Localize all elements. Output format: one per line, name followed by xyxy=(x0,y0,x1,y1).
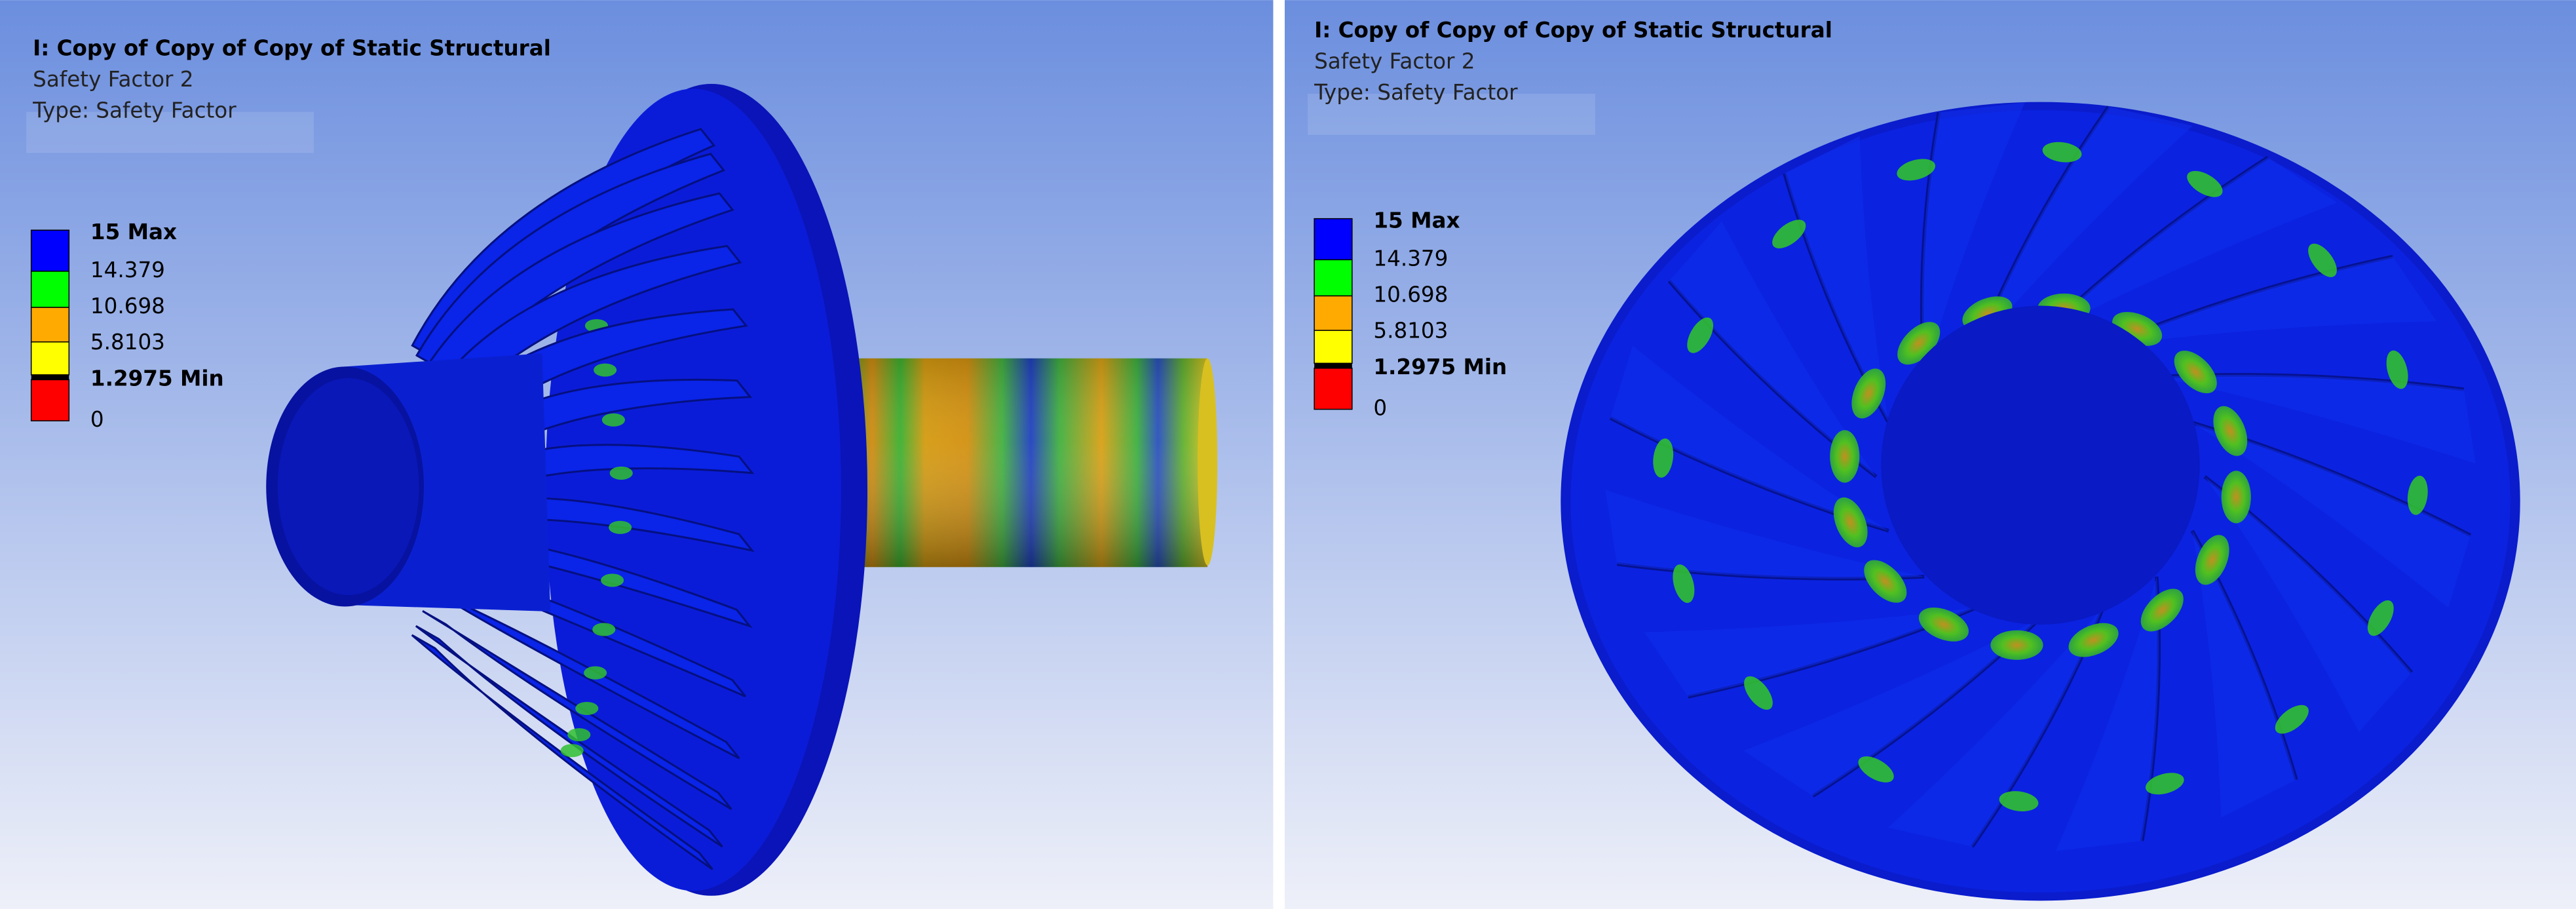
hub xyxy=(1881,305,2200,625)
legend-label: 0 xyxy=(90,407,104,432)
legend-label: 1.2975 Min xyxy=(1373,355,1507,379)
stress-spot xyxy=(1673,564,1695,603)
stress-spot xyxy=(1653,438,1674,478)
blade-face xyxy=(2205,476,2412,732)
stress-spot xyxy=(1897,322,1941,365)
blade-face xyxy=(1644,607,1978,697)
title-backdrop xyxy=(26,111,314,153)
blade-face xyxy=(1785,136,1889,423)
legend-label: 10.698 xyxy=(1373,282,1448,307)
legend-label: 5.8103 xyxy=(90,330,165,355)
stress-spot xyxy=(1687,317,1714,353)
blade-face xyxy=(2192,422,2471,608)
result-type: Type: Safety Factor xyxy=(32,98,237,123)
stress-spot xyxy=(1999,791,2039,811)
result-title: I: Copy of Copy of Copy of Static Struct… xyxy=(1314,18,1832,43)
blade-face xyxy=(2103,256,2437,347)
stress-spot xyxy=(1851,368,1886,419)
stress-spot xyxy=(1744,676,1773,710)
stress-spot xyxy=(1772,220,1806,248)
legend-min-line xyxy=(1314,363,1352,368)
blade-face xyxy=(2156,374,2476,464)
hub-inner xyxy=(277,377,419,595)
stress-spot xyxy=(2146,773,2184,795)
stress-spot xyxy=(2367,600,2394,636)
stress-spot xyxy=(2407,475,2428,515)
stress-spot xyxy=(601,413,625,427)
stress-spot xyxy=(2068,623,2119,657)
legend-min-line xyxy=(31,374,69,380)
stress-spot xyxy=(584,666,607,680)
stress-spot xyxy=(2308,243,2337,277)
blade xyxy=(411,634,713,870)
stress-spot xyxy=(609,520,632,534)
stress-spot xyxy=(560,744,584,758)
blade-face xyxy=(1669,221,1876,477)
stress-spot xyxy=(1990,630,2043,660)
legend-swatch xyxy=(30,229,70,272)
blade-face xyxy=(2040,157,2338,336)
result-name: Safety Factor 2 xyxy=(33,67,193,92)
legend-swatch xyxy=(1314,330,1353,364)
legend-swatch xyxy=(1314,259,1353,297)
blade-face xyxy=(1605,490,1925,579)
blade-face xyxy=(2056,576,2159,851)
blade-face xyxy=(1610,345,1889,531)
legend-swatch xyxy=(1314,368,1353,410)
stress-spot xyxy=(2042,142,2082,163)
legend-swatch xyxy=(1314,295,1353,331)
stress-spot xyxy=(1833,497,1868,548)
blades xyxy=(1605,102,2476,851)
legend-label: 0 xyxy=(1373,396,1387,421)
stress-spot xyxy=(2140,589,2184,632)
stress-spot xyxy=(1918,607,1969,642)
result-title: I: Copy of Copy of Copy of Static Struct… xyxy=(33,35,551,60)
legend-swatch xyxy=(1314,218,1353,261)
stress-spot xyxy=(594,363,617,377)
overlays: I: Copy of Copy of Copy of Static Struct… xyxy=(26,18,1832,432)
shaft-shade xyxy=(854,358,1208,568)
legend-label: 1.2975 Min xyxy=(90,366,224,391)
blade-face xyxy=(1743,618,2041,796)
stress-spot xyxy=(2275,705,2309,734)
blade-face xyxy=(1922,102,2025,377)
blade-face xyxy=(1888,607,2104,847)
stress-spot xyxy=(1830,430,1860,483)
result-type: Type: Safety Factor xyxy=(1314,80,1518,105)
stress-spot xyxy=(2221,471,2251,524)
stress-spot xyxy=(2213,406,2248,456)
model-side-view xyxy=(266,84,1218,896)
legend-label: 14.379 xyxy=(1373,246,1448,271)
stress-spot xyxy=(575,701,599,716)
legend-label: 14.379 xyxy=(90,258,165,282)
legend-label: 10.698 xyxy=(90,294,165,319)
legend-label: 5.8103 xyxy=(1373,319,1448,343)
stress-spot xyxy=(1858,756,1894,783)
stress-spot xyxy=(2174,351,2217,394)
legend-swatch xyxy=(30,379,70,421)
stress-spot xyxy=(2386,350,2408,389)
result-name: Safety Factor 2 xyxy=(1314,48,1475,73)
stress-spot xyxy=(2187,170,2223,197)
blade-face xyxy=(2192,530,2296,818)
legend-label: 15 Max xyxy=(1373,208,1460,233)
shaft-end xyxy=(1198,358,1218,566)
stress-spot xyxy=(1864,560,1907,603)
legend-swatch xyxy=(30,307,70,343)
model-front-view xyxy=(1561,102,2520,901)
stress-spot xyxy=(567,728,591,742)
stress-spot xyxy=(609,466,633,480)
legend-label: 15 Max xyxy=(90,220,177,244)
stress-spot xyxy=(601,573,624,587)
stress-spot xyxy=(2195,535,2229,585)
legend-swatch xyxy=(30,341,70,376)
stress-spot xyxy=(592,623,616,636)
legend-swatch xyxy=(30,271,70,308)
title-backdrop xyxy=(1308,94,1595,135)
blade-face xyxy=(1977,106,2193,347)
stress-spot xyxy=(1897,159,1935,181)
